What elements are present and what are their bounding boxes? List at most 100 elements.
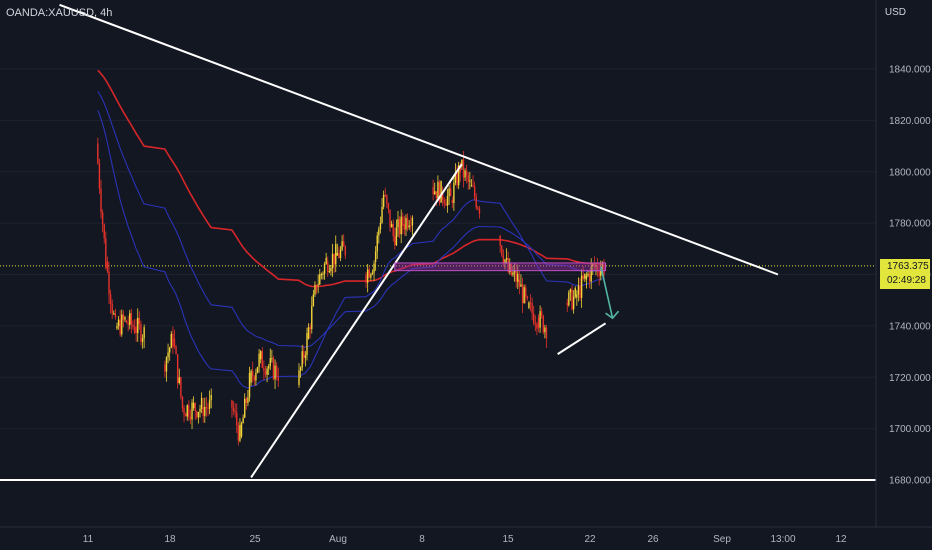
candle-body [135,326,137,334]
candle-body [595,265,597,267]
time-axis[interactable]: 11 18 25 Aug 8 15 22 26 Sep 13:00 12 [0,526,932,545]
trendline[interactable] [557,322,607,355]
time-tick: Sep [713,534,731,545]
candle-body [322,273,324,275]
candle-body [518,279,521,287]
candle-body [261,351,263,368]
candle-body [442,192,444,200]
candle-body [269,358,271,367]
candle-body [459,165,461,173]
candle-body [445,203,447,206]
candle-body [478,208,481,214]
candle-body [100,188,102,213]
candle-body [271,358,273,360]
candle-body [191,402,193,420]
candle-body [462,159,465,178]
candle-body [170,333,172,348]
time-tick: 11 [83,534,94,545]
candle-body [475,196,477,208]
candle-body [204,406,206,416]
candle-body [593,264,596,267]
time-tick: 26 [647,534,659,545]
candle-body [457,165,460,186]
candle-body [410,225,412,227]
candle-body [435,191,438,199]
candle-body [382,194,385,207]
candle-body [366,269,369,283]
candle-body [315,284,318,291]
candle-body [97,143,99,164]
candle-body [303,351,305,358]
candle-body [542,315,544,333]
grid-lines [0,68,876,481]
price-tick: 1800.000 [889,167,931,178]
candle-body [178,377,180,384]
trendline[interactable] [250,163,463,478]
candle-body [461,159,463,167]
time-tick: Aug [329,534,347,545]
candle-body [255,372,257,381]
candle-body [469,180,471,182]
candle-body [523,287,525,304]
candle-body [101,212,104,225]
time-tick: 13:00 [770,534,795,545]
candle-body [98,163,101,189]
candle-body [507,258,509,272]
last-price-value: 1763.375 [887,261,929,272]
candle-body [395,227,398,246]
candle-body [579,285,581,298]
candle-body [301,351,303,368]
candle-body [336,253,339,256]
candle-body [596,265,599,272]
candle-body [236,412,238,426]
candle-body [387,203,390,210]
candle-body [432,187,434,195]
symbol-label[interactable]: OANDA:XAUUSD, 4h [6,7,113,19]
candle-body [119,319,121,335]
candle-body [272,358,275,380]
candle-body [453,182,455,203]
candle-body [264,371,267,375]
moving-average-line [97,91,605,348]
candle-body [601,263,604,270]
candle-body [232,407,235,412]
moving-averages [97,69,605,389]
projection-arrow[interactable] [600,266,614,319]
candle-body [127,322,129,325]
candle-body [402,216,404,226]
candle-body [368,269,370,278]
candle-body [202,407,204,416]
moving-average-line [97,69,605,288]
trendline[interactable] [59,3,779,276]
candle-body [434,191,436,195]
candle-body [105,238,107,268]
candle-body [501,245,503,256]
candle-body [529,302,532,304]
candle-body [544,327,546,333]
candle-body [537,317,540,328]
candle-body [309,327,311,330]
candle-body [405,217,407,230]
candle-body [394,235,396,246]
drawings[interactable] [0,3,876,481]
candle-body [376,235,378,252]
candle-body [208,399,211,409]
resistance-zone[interactable] [394,262,607,272]
candle-body [598,271,600,277]
candle-body [592,264,594,267]
candle-body [536,324,538,329]
candle-body [400,216,402,235]
candle-body [585,275,588,280]
candle-body [252,370,254,377]
candle-body [167,352,169,358]
candle-body [122,314,125,320]
candles [97,137,605,446]
last-price-badge: 1763.375 02:49:28 [880,259,930,289]
candle-body [370,274,372,278]
candle-body [306,333,308,356]
price-tick: 1780.000 [889,219,931,230]
candle-body [307,327,310,339]
candle-body [205,406,208,408]
